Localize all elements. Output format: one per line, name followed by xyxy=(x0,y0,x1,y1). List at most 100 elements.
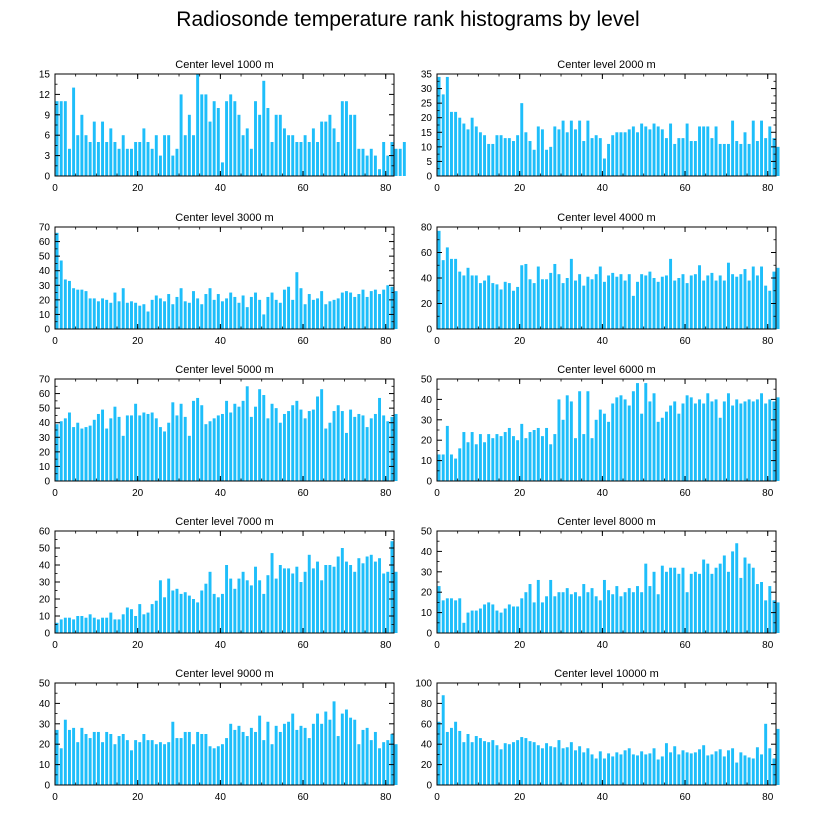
histogram-bar xyxy=(55,622,59,633)
histogram-bar xyxy=(611,135,615,176)
histogram-bar xyxy=(681,138,685,176)
histogram-bar xyxy=(88,142,92,176)
histogram-bar xyxy=(582,285,586,329)
histogram-bar xyxy=(241,571,245,633)
histogram-bar xyxy=(698,573,701,633)
histogram-bar xyxy=(130,750,133,785)
histogram-bar xyxy=(615,397,619,481)
histogram-bar xyxy=(158,427,162,481)
histogram-bar xyxy=(561,748,565,785)
histogram-bar xyxy=(324,711,328,785)
histogram-bar xyxy=(361,289,365,329)
x-tick-label: 80 xyxy=(380,183,392,194)
histogram-bar xyxy=(254,406,257,481)
histogram-bar xyxy=(196,602,200,633)
histogram-bar xyxy=(84,734,88,785)
histogram-bar xyxy=(706,755,710,785)
histogram-bar xyxy=(495,135,499,176)
x-tick-label: 40 xyxy=(597,640,609,651)
histogram-bar xyxy=(225,298,229,329)
histogram-bar xyxy=(437,586,441,633)
histogram-bar xyxy=(183,135,187,176)
y-tick-label: 0 xyxy=(426,477,432,488)
histogram-bar xyxy=(179,738,183,785)
histogram-bar xyxy=(470,432,474,481)
histogram-bar xyxy=(278,731,282,785)
histogram-bar xyxy=(192,400,195,481)
histogram-bar xyxy=(615,586,619,633)
histogram-bar xyxy=(254,731,257,785)
histogram-bar xyxy=(685,395,689,481)
histogram-bar xyxy=(445,425,449,481)
histogram-bar xyxy=(561,283,565,329)
histogram-bar xyxy=(324,121,328,176)
histogram-bar xyxy=(582,584,586,633)
histogram-bar xyxy=(743,132,747,176)
histogram-bar xyxy=(466,442,470,481)
histogram-bar xyxy=(619,132,623,176)
histogram-bar xyxy=(776,602,780,633)
histogram-bar xyxy=(229,412,233,481)
histogram-bar xyxy=(660,276,664,329)
histogram-bar xyxy=(88,614,92,633)
histogram-bar xyxy=(718,417,722,481)
y-tick-label: 70 xyxy=(39,375,51,386)
histogram-bar xyxy=(109,612,113,633)
y-tick-label: 10 xyxy=(39,760,51,771)
histogram-bar xyxy=(187,302,191,329)
histogram-bar xyxy=(747,563,751,633)
histogram-bar xyxy=(693,752,697,785)
histogram-bar xyxy=(586,748,590,785)
histogram-bar xyxy=(303,727,307,785)
histogram-bar xyxy=(171,721,175,785)
histogram-bar xyxy=(574,438,577,481)
histogram-bar xyxy=(158,580,162,633)
y-tick-label: 70 xyxy=(39,223,51,234)
histogram-bar xyxy=(138,142,142,176)
histogram-bar xyxy=(200,94,204,176)
histogram-bar xyxy=(262,80,266,176)
histogram-bar xyxy=(491,604,495,633)
histogram-bar xyxy=(685,283,689,329)
histogram-bar xyxy=(249,585,253,633)
histogram-bar xyxy=(751,567,755,633)
histogram-bar xyxy=(677,278,681,329)
histogram-bar xyxy=(154,600,158,633)
histogram-bar xyxy=(768,748,772,785)
histogram-bar xyxy=(739,403,743,481)
histogram-bar xyxy=(262,593,266,633)
histogram-bar xyxy=(706,275,710,329)
histogram-bar xyxy=(512,141,515,176)
histogram-bar xyxy=(282,289,286,329)
histogram-bar xyxy=(158,155,162,176)
histogram-bar xyxy=(520,103,524,176)
panel-title: Center level 2000 m xyxy=(557,59,655,71)
histogram-bar xyxy=(59,260,63,329)
histogram-bar xyxy=(320,121,324,176)
histogram-bar xyxy=(386,421,390,481)
histogram-bar xyxy=(561,419,565,481)
histogram-bar xyxy=(80,289,84,329)
histogram-bar xyxy=(474,275,478,329)
histogram-bar xyxy=(92,419,96,481)
histogram-bar xyxy=(378,169,381,176)
x-tick-label: 40 xyxy=(597,488,609,499)
histogram-bar xyxy=(237,302,241,329)
histogram-bar xyxy=(113,406,117,481)
histogram-bar xyxy=(656,126,660,176)
histogram-bar xyxy=(225,738,229,785)
histogram-bar xyxy=(163,431,167,481)
histogram-bar xyxy=(528,432,532,481)
histogram-bar xyxy=(196,397,200,481)
histogram-bar xyxy=(200,304,204,329)
histogram-bar xyxy=(718,563,722,633)
y-tick-label: 15 xyxy=(421,128,433,139)
histogram-bar xyxy=(320,580,324,633)
histogram-bar xyxy=(386,740,390,785)
panel-title: Center level 9000 m xyxy=(175,668,273,680)
panel-title: Center level 7000 m xyxy=(175,516,273,528)
histogram-bar xyxy=(512,436,515,481)
x-tick-label: 60 xyxy=(297,792,309,803)
histogram-bar xyxy=(258,715,262,785)
